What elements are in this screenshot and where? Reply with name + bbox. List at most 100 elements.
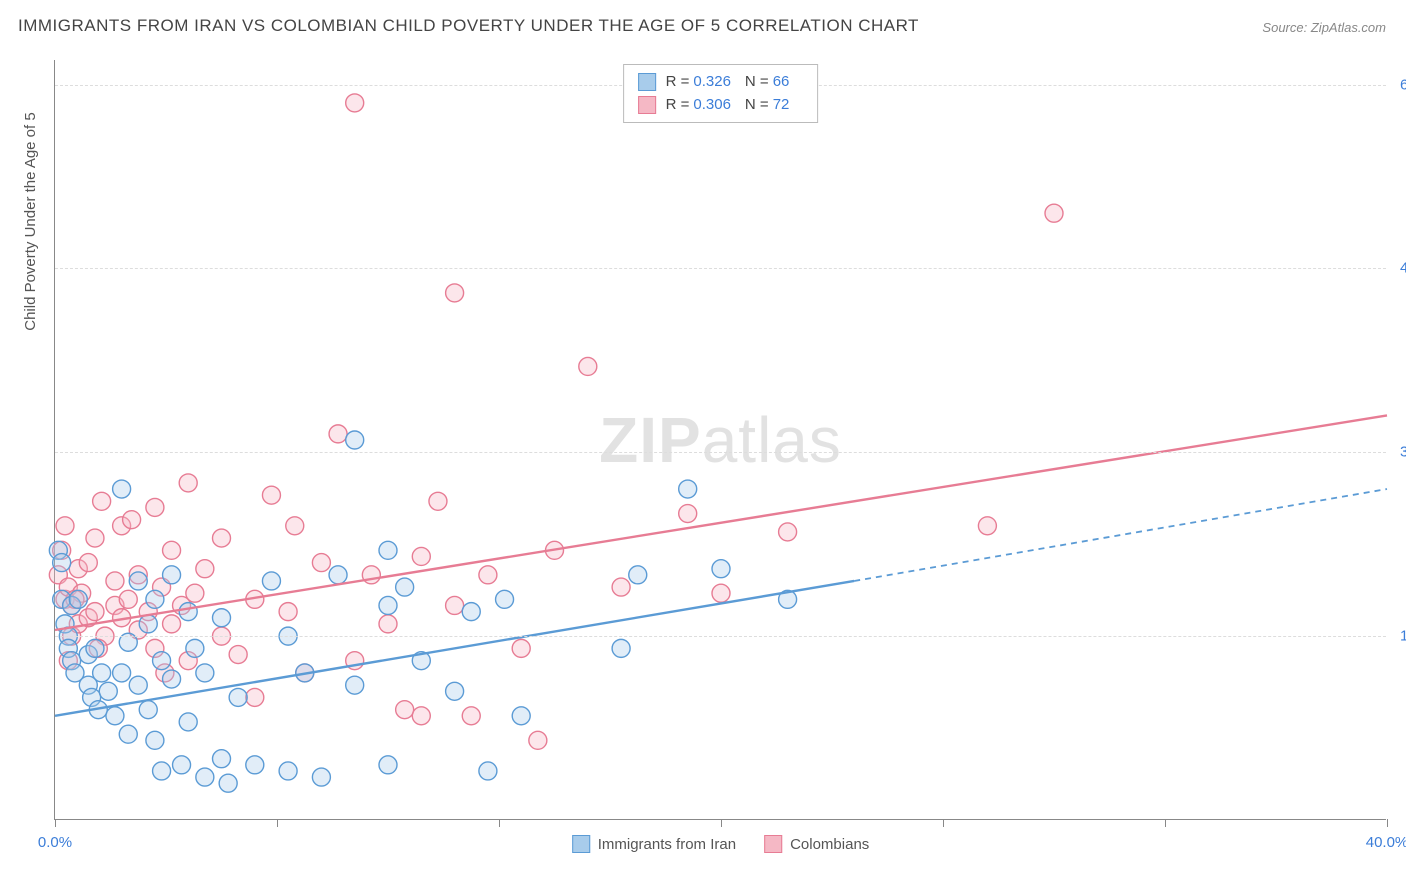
scatter-point [496,590,514,608]
scatter-point [479,762,497,780]
scatter-point [153,652,171,670]
scatter-point [99,682,117,700]
scatter-point [163,541,181,559]
scatter-point [346,431,364,449]
scatter-point [462,603,480,621]
scatter-point [196,664,214,682]
gridline-h [55,268,1386,269]
scatter-point [712,560,730,578]
scatter-point [129,572,147,590]
trend-line-dashed [854,489,1387,581]
scatter-point [379,596,397,614]
y-tick-label: 30.0% [1390,444,1406,461]
scatter-point [146,498,164,516]
chart-svg [55,60,1386,819]
scatter-point [56,517,74,535]
scatter-point [396,578,414,596]
plot-area: ZIPatlas R =0.326N =66 R =0.306N =72 Imm… [54,60,1386,820]
scatter-point [262,572,280,590]
legend-swatch-colombians-bottom [764,835,782,853]
scatter-point [213,609,231,627]
scatter-point [86,639,104,657]
scatter-point [146,590,164,608]
scatter-point [579,357,597,375]
legend-swatch-colombians [638,96,656,114]
scatter-point [163,670,181,688]
scatter-point [512,639,530,657]
scatter-point [329,425,347,443]
scatter-point [179,603,197,621]
legend-swatch-iran [638,73,656,91]
x-tick-label: 0.0% [38,834,72,851]
scatter-point [179,474,197,492]
scatter-point [163,615,181,633]
scatter-point [529,731,547,749]
chart-title: IMMIGRANTS FROM IRAN VS COLOMBIAN CHILD … [18,16,919,36]
scatter-point [978,517,996,535]
scatter-point [186,584,204,602]
scatter-point [153,762,171,780]
x-tick [721,819,722,827]
scatter-point [229,646,247,664]
scatter-point [123,511,141,529]
gridline-h [55,452,1386,453]
scatter-point [119,590,137,608]
scatter-point [106,572,124,590]
scatter-point [119,725,137,743]
scatter-point [396,701,414,719]
scatter-point [129,676,147,694]
scatter-point [106,707,124,725]
scatter-point [1045,204,1063,222]
scatter-point [679,505,697,523]
scatter-point [279,603,297,621]
scatter-point [446,682,464,700]
scatter-point [79,554,97,572]
scatter-point [512,707,530,725]
scatter-point [186,639,204,657]
scatter-point [479,566,497,584]
scatter-point [93,664,111,682]
scatter-point [139,615,157,633]
scatter-point [196,560,214,578]
scatter-point [173,756,191,774]
legend-item-iran: Immigrants from Iran [572,835,736,853]
x-tick-label: 40.0% [1366,834,1406,851]
scatter-point [329,566,347,584]
scatter-point [379,615,397,633]
scatter-point [446,596,464,614]
scatter-point [429,492,447,510]
scatter-point [346,676,364,694]
scatter-point [179,713,197,731]
legend-label-colombians: Colombians [790,836,869,853]
scatter-point [86,529,104,547]
scatter-point [712,584,730,602]
scatter-point [346,94,364,112]
scatter-point [286,517,304,535]
legend-label-iran: Immigrants from Iran [598,836,736,853]
legend-r-iran: R =0.326N =66 [666,71,804,94]
scatter-point [213,750,231,768]
scatter-point [412,707,430,725]
scatter-point [246,756,264,774]
legend-r-colombians: R =0.306N =72 [666,94,804,117]
scatter-point [446,284,464,302]
scatter-point [146,731,164,749]
x-tick [1165,819,1166,827]
scatter-point [379,756,397,774]
x-tick [499,819,500,827]
legend-swatch-iran-bottom [572,835,590,853]
y-tick-label: 15.0% [1390,628,1406,645]
scatter-point [163,566,181,584]
x-tick [277,819,278,827]
scatter-point [612,578,630,596]
scatter-point [246,688,264,706]
legend-series: Immigrants from Iran Colombians [572,835,870,853]
scatter-point [312,768,330,786]
scatter-point [779,523,797,541]
scatter-point [53,554,71,572]
scatter-point [629,566,647,584]
x-tick [943,819,944,827]
scatter-point [69,590,87,608]
legend-item-colombians: Colombians [764,835,869,853]
gridline-h [55,636,1386,637]
